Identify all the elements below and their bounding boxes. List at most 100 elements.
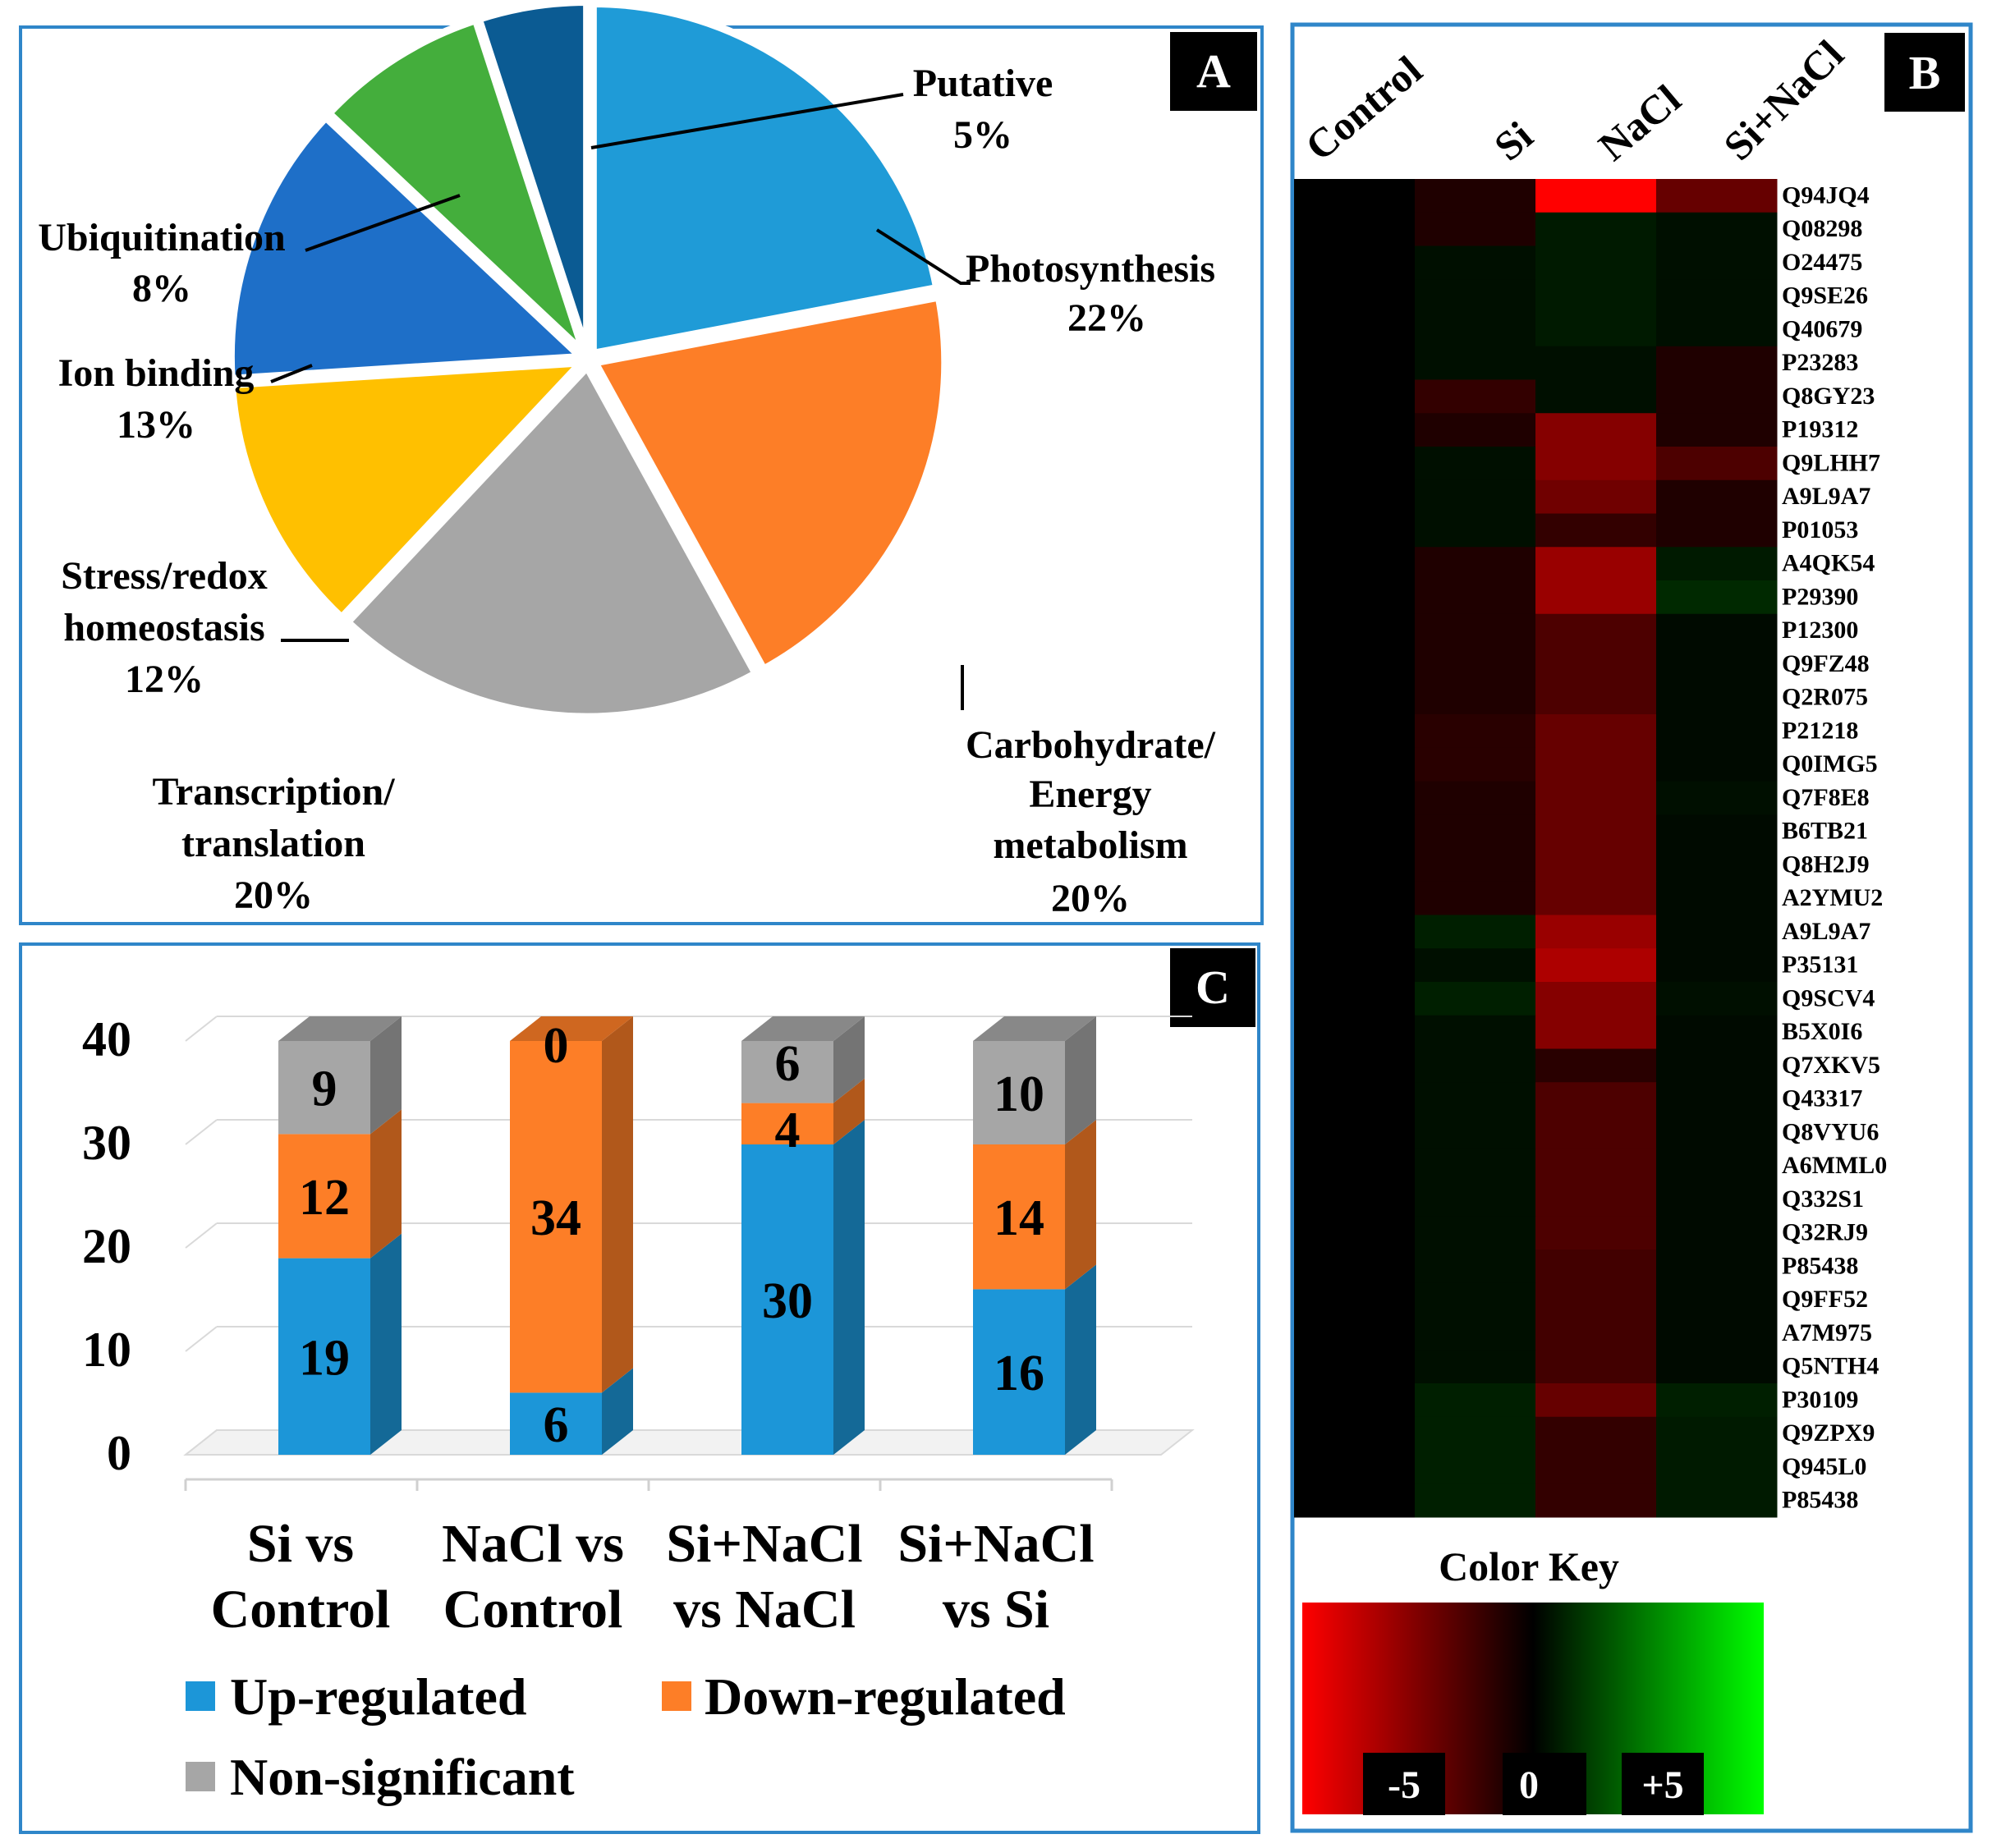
heatmap-row-label: Q8VYU6 [1782,1118,1879,1145]
heatmap-cell-q8gy23-si [1415,379,1536,414]
legend-label-ns: Non-significant [230,1748,575,1806]
heatmap-cell-p19312-nacl [1535,413,1657,447]
heatmap-cell-p19312-control [1294,413,1416,447]
label-photosynthesis-pct: 22% [1067,296,1146,340]
heatmap-cell-b6tb21-si [1415,814,1536,849]
heatmap-cell-b6tb21-control [1294,814,1416,849]
heatmap-cell-a9l9a7-control [1294,915,1416,949]
x-category-label: Control [211,1580,391,1639]
heatmap-row-label: P01053 [1782,516,1858,543]
heatmap-row-label: Q332S1 [1782,1185,1864,1213]
heatmap-cell-p21218-control [1294,714,1416,749]
heatmap-cell-q7xkv5-si [1415,1048,1536,1083]
bar-value-label: 34 [530,1190,581,1246]
heatmap-row-label: P85438 [1782,1487,1858,1514]
heatmap-cell-a4qk54-nacl [1535,547,1657,581]
heatmap-cell-q43317-control [1294,1082,1416,1117]
heatmap-cell-q94jq4-control [1294,179,1416,213]
y-tick-label: 30 [82,1116,131,1170]
heatmap-cell-a6mml0-si-nacl [1656,1149,1778,1183]
grid-depth-line [185,1119,218,1145]
heatmap-cell-a9l9a7-nacl [1535,479,1657,514]
heatmap-cell-p85438-si-nacl [1656,1483,1778,1518]
panel-a-badge [1170,32,1257,111]
bar-down-regulated-3 [973,1144,1065,1290]
heatmap-row-label: P12300 [1782,617,1858,644]
heatmap-cell-b5x0i6-si [1415,1015,1536,1049]
heatmap-cell-q9scv4-si [1415,982,1536,1016]
label-putative-pct: 5% [953,113,1012,157]
heatmap-row-label: Q2R075 [1782,684,1868,711]
heatmap-row-label: A4QK54 [1782,550,1875,577]
heatmap-cell-q9ff52-si-nacl [1656,1282,1778,1317]
label-ion-pct: 13% [117,403,195,447]
heatmap-cell-q08298-si [1415,212,1536,246]
heatmap-cell-a2ymu2-si [1415,881,1536,915]
bar-top-3 [973,1016,1096,1041]
legend-swatch-up [186,1681,215,1711]
heatmap-cell-q9fz48-nacl [1535,647,1657,681]
heatmap-cell-q2r075-si [1415,681,1536,715]
x-category-label: Si+NaCl [897,1514,1094,1574]
x-category-label: vs Si [943,1580,1049,1639]
heatmap-cell-q40679-si [1415,313,1536,347]
bar-side-up-regulated-0 [370,1233,402,1455]
label-stress-pct: 12% [125,658,204,701]
leader-ubiquitination [305,194,461,252]
heatmap-cell-q08298-nacl [1535,212,1657,246]
x-category-label: Si+NaCl [666,1514,862,1574]
heatmap-row-label: Q9FZ48 [1782,650,1870,677]
heatmap-cell-q9scv4-control [1294,982,1416,1016]
heatmap-cell-a9l9a7-si-nacl [1656,479,1778,514]
heatmap-row-label: O24475 [1782,249,1862,276]
heatmap-cell-a4qk54-control [1294,547,1416,581]
heatmap-cell-p85438-control [1294,1250,1416,1284]
heatmap-cell-p23283-nacl [1535,346,1657,380]
heatmap-cell-q2r075-nacl [1535,681,1657,715]
heatmap-cell-p30109-control [1294,1383,1416,1418]
leader-photosynthesis [875,228,971,285]
heatmap-cell-a2ymu2-nacl [1535,881,1657,915]
pie-slice-photosynthesis [589,0,942,359]
panel-b: B Control Si NaCl Si+NaCl Q94JQ4Q08298O2… [1290,22,1973,1833]
heatmap-cell-a4qk54-si [1415,547,1536,581]
heatmap-cell-p29390-control [1294,580,1416,615]
heatmap-cell-q9se26-si-nacl [1656,279,1778,314]
heatmap-cell-q5nth4-si [1415,1350,1536,1384]
color-key-title: Color Key [1439,1543,1619,1589]
heatmap-cell-p85438-control [1294,1483,1416,1518]
color-key-min-label: -5 [1388,1763,1421,1807]
bar-up-regulated-0 [278,1258,370,1455]
heatmap-cell-q2r075-control [1294,681,1416,715]
heatmap-row-label: Q40679 [1782,315,1862,342]
bar-value-label: 6 [544,1397,569,1453]
heatmap-cell-q9se26-si [1415,279,1536,314]
heatmap-cell-a7m975-si [1415,1316,1536,1350]
heatmap-cell-q43317-si-nacl [1656,1082,1778,1117]
heatmap-cell-q332s1-si-nacl [1656,1182,1778,1217]
heatmap-cell-q945l0-control [1294,1450,1416,1484]
pie-slice-carbohydrate-energy-metabolism [589,292,949,675]
heatmap-cell-q94jq4-si [1415,179,1536,213]
x-category-label: Si vs [247,1514,354,1574]
heatmap-cell-a7m975-nacl [1535,1316,1657,1350]
chart-floor [183,1429,1195,1456]
label-transcription-pct: 20% [234,874,313,917]
heatmap-cell-b6tb21-nacl [1535,814,1657,849]
heatmap-cell-q9se26-control [1294,279,1416,314]
heatmap-cell-q0img5-si-nacl [1656,747,1778,782]
label-carbohydrate-line3: metabolism [993,823,1187,867]
heatmap-cell-o24475-nacl [1535,245,1657,280]
heatmap-cell-q32rj9-si [1415,1216,1536,1250]
heatmap-cell-p01053-nacl [1535,513,1657,548]
heatmap-row-label: Q9ZPX9 [1782,1419,1875,1447]
heatmap-row-label: P21218 [1782,717,1858,744]
heatmap-row-label: B6TB21 [1782,818,1868,845]
heatmap-row-label: Q8GY23 [1782,383,1875,410]
heatmap-cell-q8h2j9-si-nacl [1656,848,1778,883]
heatmap-cell-q9lhh7-nacl [1535,447,1657,481]
grid-depth-line [185,1016,218,1042]
bar-top-2 [741,1016,865,1041]
heatmap-cell-a9l9a7-control [1294,479,1416,514]
label-carbohydrate-line2: Energy [1029,773,1151,816]
